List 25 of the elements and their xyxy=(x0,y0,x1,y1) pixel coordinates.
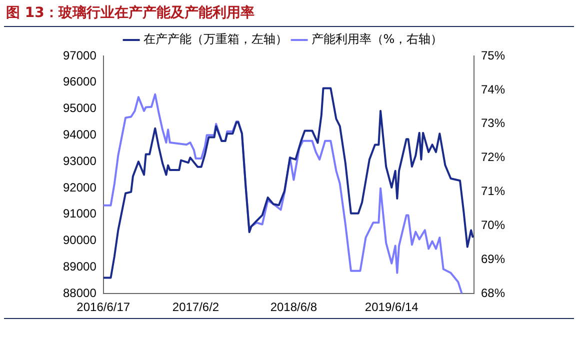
y-tick-label: 90000 xyxy=(62,233,97,248)
y2-tick-label: 75% xyxy=(480,48,506,62)
y2-tick-label: 73% xyxy=(480,116,506,130)
y2-tick-label: 68% xyxy=(480,286,506,300)
x-tick-label: 2019/6/14 xyxy=(364,300,419,314)
y-tick-label: 93000 xyxy=(62,154,97,168)
x-tick-label: 2017/6/2 xyxy=(172,300,220,314)
x-tick-label: 2016/6/17 xyxy=(76,300,130,314)
y-tick-label: 96000 xyxy=(62,74,97,89)
y2-tick-label: 70% xyxy=(480,218,506,232)
y-tick-label: 88000 xyxy=(62,286,97,300)
y2-tick-label: 72% xyxy=(480,150,506,164)
legend-label: 在产产能（万重箱，左轴） xyxy=(143,32,288,46)
y-tick-label: 92000 xyxy=(62,180,97,194)
y-tick-label: 94000 xyxy=(62,128,97,142)
chart-title: 图 13：玻璃行业在产产能及产能利用率 xyxy=(6,4,254,22)
y-tick-label: 91000 xyxy=(62,206,97,221)
x-tick-label: 2018/6/8 xyxy=(270,300,318,314)
y2-tick-label: 71% xyxy=(480,184,506,198)
legend-label: 产能利用率（%，右轴） xyxy=(311,32,443,46)
y2-tick-label: 69% xyxy=(480,252,506,266)
y-tick-label: 97000 xyxy=(62,48,97,62)
y-tick-label: 95000 xyxy=(62,101,97,116)
y2-tick-label: 74% xyxy=(480,82,506,96)
y-tick-label: 89000 xyxy=(62,260,97,274)
